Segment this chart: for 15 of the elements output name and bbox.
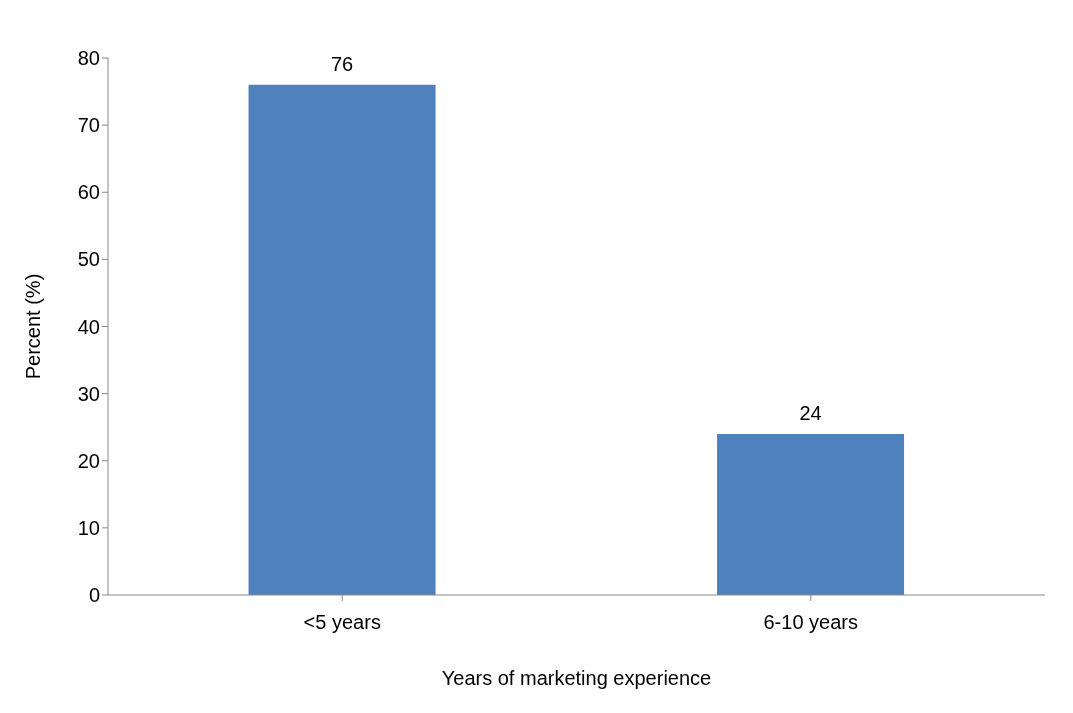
y-tick-label: 10	[77, 516, 100, 539]
data-label: 76	[330, 52, 354, 75]
x-tick-label: 6-10 years	[763, 611, 858, 634]
y-tick-label: 0	[88, 584, 100, 607]
data-label: 24	[799, 401, 822, 424]
y-tick-label: 60	[77, 181, 100, 204]
y-tick-label: 50	[77, 248, 100, 271]
x-axis-title: Years of marketing experience	[441, 667, 712, 689]
x-tick-label: <5 years	[303, 611, 381, 634]
y-tick-label: 30	[77, 382, 100, 405]
y-tick-label: 80	[77, 47, 100, 70]
y-tick-label: 40	[77, 315, 100, 338]
y-axis-title: Percent (%)	[22, 273, 45, 380]
y-tick-label: 20	[77, 449, 100, 472]
y-tick-label: 70	[77, 114, 100, 137]
